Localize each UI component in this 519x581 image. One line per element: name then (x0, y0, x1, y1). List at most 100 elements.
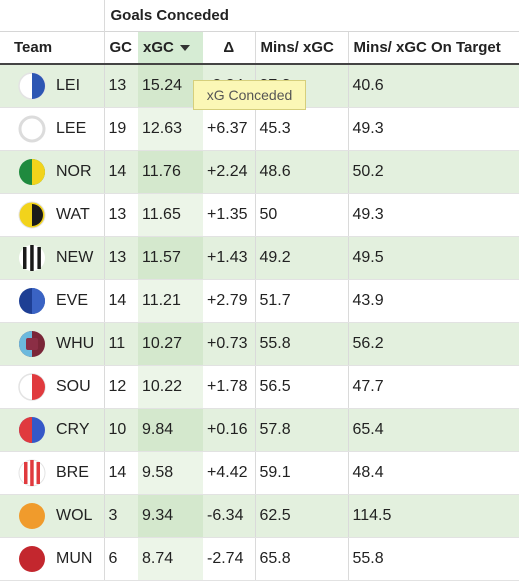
col-header-mins-xgc[interactable]: Mins/ xGC (254, 31, 348, 65)
gc-cell: 13 (103, 236, 138, 280)
table-row[interactable]: LEI 13 15.24 -2.24 37.3 40.6 (0, 64, 519, 108)
gc-cell: 10 (103, 408, 138, 452)
team-abbr: WHU (56, 335, 95, 352)
gc-cell: 14 (103, 279, 138, 323)
mins-xgc-cell: 51.7 (254, 279, 348, 323)
team-abbr: CRY (56, 421, 90, 438)
xgc-cell: 11.21 (138, 279, 203, 323)
mins-xgc-cell: 49.2 (254, 236, 348, 280)
mins-xgc-ot-cell: 49.3 (347, 193, 519, 237)
mins-xgc-ot-cell: 40.6 (347, 64, 519, 108)
southampton-crest-icon (18, 373, 46, 401)
delta-cell: +4.42 (203, 451, 255, 495)
team-abbr: NOR (56, 163, 92, 180)
col-header-xgc-label: xGC (143, 39, 174, 56)
team-abbr: BRE (56, 464, 89, 481)
mins-xgc-cell: 45.3 (254, 107, 348, 151)
mins-xgc-ot-cell: 47.7 (347, 365, 519, 409)
norwich-crest-icon (19, 159, 45, 185)
team-abbr: LEE (56, 120, 87, 137)
mins-xgc-cell: 48.6 (254, 150, 348, 194)
gc-cell: 3 (103, 494, 138, 538)
xgc-cell: 11.65 (138, 193, 203, 237)
mins-xgc-cell: 62.5 (254, 494, 348, 538)
mins-xgc-ot-cell: 48.4 (347, 451, 519, 495)
everton-crest-icon (19, 288, 45, 314)
team-abbr: WAT (56, 206, 90, 223)
delta-cell: +1.35 (203, 193, 255, 237)
team-abbr: EVE (56, 292, 89, 309)
mins-xgc-cell: 56.5 (254, 365, 348, 409)
col-header-delta[interactable]: Δ (203, 31, 255, 65)
gc-cell: 11 (103, 322, 138, 366)
newcastle-crest-icon (19, 245, 45, 271)
xgc-cell: 12.63 (138, 107, 203, 151)
table-row[interactable]: WHU 11 10.27 +0.73 55.8 56.2 (0, 322, 519, 366)
delta-cell: +0.16 (203, 408, 255, 452)
xgc-cell: 8.74 (138, 537, 203, 581)
delta-cell: -2.74 (203, 537, 255, 581)
table-row[interactable]: MUN 6 8.74 -2.74 65.8 55.8 (0, 537, 519, 581)
xgc-tooltip: xG Conceded (193, 80, 306, 110)
team-abbr: WOL (56, 507, 93, 524)
col-header-xgc[interactable]: xGC (138, 31, 203, 65)
mins-xgc-cell: 59.1 (254, 451, 348, 495)
delta-cell: +0.73 (203, 322, 255, 366)
delta-cell: +2.24 (203, 150, 255, 194)
team-abbr: SOU (56, 378, 91, 395)
xgc-cell: 15.24 (138, 64, 203, 108)
gc-cell: 14 (103, 451, 138, 495)
gc-cell: 12 (103, 365, 138, 409)
xgc-cell: 11.76 (138, 150, 203, 194)
mins-xgc-ot-cell: 114.5 (347, 494, 519, 538)
leeds-crest-icon (18, 115, 46, 143)
sort-descending-icon (179, 45, 190, 52)
delta-cell: +1.43 (203, 236, 255, 280)
table-row[interactable]: LEE 19 12.63 +6.37 45.3 49.3 (0, 107, 519, 151)
xgc-cell: 9.58 (138, 451, 203, 495)
palace-crest-icon (19, 417, 45, 443)
xgc-cell: 10.22 (138, 365, 203, 409)
table-row[interactable]: SOU 12 10.22 +1.78 56.5 47.7 (0, 365, 519, 409)
mins-xgc-cell: 57.8 (254, 408, 348, 452)
mins-xgc-ot-cell: 50.2 (347, 150, 519, 194)
westham-crest-icon (19, 331, 45, 357)
col-header-team[interactable]: Team (0, 31, 104, 65)
mins-xgc-ot-cell: 43.9 (347, 279, 519, 323)
mins-xgc-ot-cell: 56.2 (347, 322, 519, 366)
group-header-goals-conceded: Goals Conceded (103, 0, 519, 32)
table-row[interactable]: CRY 10 9.84 +0.16 57.8 65.4 (0, 408, 519, 452)
manutd-crest-icon (19, 546, 45, 572)
gc-cell: 19 (103, 107, 138, 151)
wolves-crest-icon (19, 503, 45, 529)
gc-cell: 13 (103, 64, 138, 108)
table-row[interactable]: NOR 14 11.76 +2.24 48.6 50.2 (0, 150, 519, 194)
table-row[interactable]: BRE 14 9.58 +4.42 59.1 48.4 (0, 451, 519, 495)
team-abbr: LEI (56, 77, 81, 94)
gc-cell: 14 (103, 150, 138, 194)
gc-cell: 13 (103, 193, 138, 237)
table-row[interactable]: WOL 3 9.34 -6.34 62.5 114.5 (0, 494, 519, 538)
mins-xgc-ot-cell: 65.4 (347, 408, 519, 452)
mins-xgc-ot-cell: 49.5 (347, 236, 519, 280)
mins-xgc-ot-cell: 49.3 (347, 107, 519, 151)
table-row[interactable]: EVE 14 11.21 +2.79 51.7 43.9 (0, 279, 519, 323)
xgc-cell: 10.27 (138, 322, 203, 366)
col-header-mins-xgc-on-target[interactable]: Mins/ xGC On Target (347, 31, 519, 65)
col-header-gc[interactable]: GC (103, 31, 138, 65)
xgc-cell: 9.84 (138, 408, 203, 452)
table-row[interactable]: NEW 13 11.57 +1.43 49.2 49.5 (0, 236, 519, 280)
leicester-crest-icon (18, 72, 46, 100)
delta-cell: -6.34 (203, 494, 255, 538)
mins-xgc-cell: 55.8 (254, 322, 348, 366)
mins-xgc-ot-cell: 55.8 (347, 537, 519, 581)
delta-cell: +2.79 (203, 279, 255, 323)
brentford-crest-icon (18, 459, 46, 487)
table-row[interactable]: WAT 13 11.65 +1.35 50 49.3 (0, 193, 519, 237)
team-abbr: MUN (56, 550, 93, 567)
xgc-cell: 9.34 (138, 494, 203, 538)
delta-cell: +1.78 (203, 365, 255, 409)
mins-xgc-cell: 65.8 (254, 537, 348, 581)
team-abbr: NEW (56, 249, 94, 266)
